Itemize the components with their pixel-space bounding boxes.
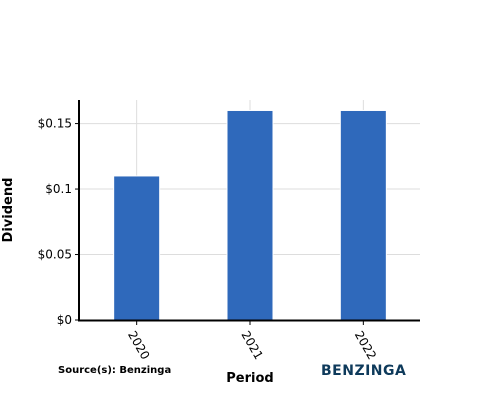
source-note: Source(s): Benzinga: [58, 365, 171, 376]
y-tick-label: $0: [57, 313, 72, 327]
y-ticks: $0 $0.05 $0.1 $0.15: [38, 117, 80, 327]
bar-2022: [339, 109, 387, 321]
y-tick-label: $0.05: [38, 248, 72, 262]
x-tick-label: 2020: [125, 329, 152, 362]
bar-2020: [113, 175, 161, 321]
x-tick-label: 2022: [352, 329, 379, 362]
y-tick-label: $0.15: [38, 117, 72, 131]
x-axis-title: Period: [226, 371, 273, 386]
y-axis-title: Dividend: [1, 178, 16, 243]
bars: [113, 109, 387, 321]
bar-2021: [226, 109, 274, 321]
x-tick-label: 2021: [238, 329, 265, 362]
brand-logo: BENZINGA: [321, 363, 406, 379]
y-tick-label: $0.1: [45, 182, 72, 196]
x-ticks: 2020 2021 2022: [125, 320, 379, 362]
